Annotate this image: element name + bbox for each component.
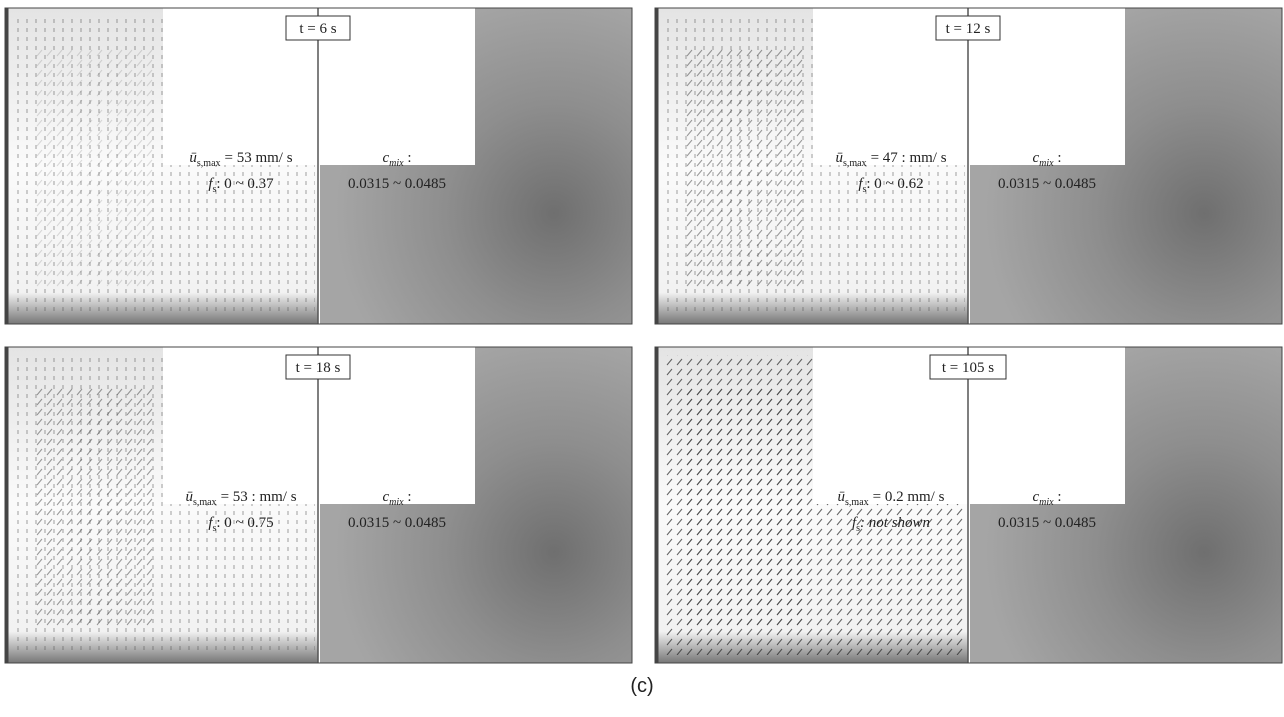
velocity-subscript: s,max [193,497,217,508]
panel: t = 12 sūs,max= 47 : mm/ sfs: 0 ~ 0.62cm… [655,8,1282,324]
c-colon: : [1054,150,1062,166]
caption: (c) [630,675,653,697]
velocity-symbol: ū [185,489,193,505]
c-colon: : [404,489,412,505]
c-subscript: mix [389,497,404,508]
time-label: t = 12 s [946,21,991,37]
concentration-range: 0.0315 ~ 0.0485 [348,176,446,192]
vector-core [685,48,805,288]
time-label: t = 6 s [299,21,336,37]
velocity-value: = 53 mm/ s [225,150,293,166]
vector-core [35,48,155,288]
fs-value: : 0 ~ 0.37 [216,176,274,192]
velocity-subscript: s,max [843,158,867,169]
velocity-symbol: ū [838,489,846,505]
velocity-symbol: ū [835,150,843,166]
velocity-value: = 53 : mm/ s [221,489,297,505]
c-subscript: mix [1039,158,1054,169]
vector-core [35,387,155,627]
c-subscript: mix [389,158,404,169]
concentration-range: 0.0315 ~ 0.0485 [348,515,446,531]
c-subscript: mix [1039,497,1054,508]
velocity-symbol: ū [189,150,197,166]
time-label: t = 105 s [942,360,994,376]
velocity-subscript: s,max [845,497,869,508]
figure: (c) t = 6 sūs,max= 53 mm/ sfs: 0 ~ 0.37c… [0,0,1284,717]
c-colon: : [404,150,412,166]
panel: t = 18 sūs,max= 53 : mm/ sfs: 0 ~ 0.75cm… [5,347,632,663]
concentration-range: 0.0315 ~ 0.0485 [998,176,1096,192]
c-colon: : [1054,489,1062,505]
fs-value: : not shown [860,515,930,531]
panel: t = 105 sūs,max= 0.2 mm/ sfs: not shownc… [655,347,1282,663]
fs-value: : 0 ~ 0.75 [216,515,273,531]
velocity-value: = 47 : mm/ s [871,150,947,166]
concentration-range: 0.0315 ~ 0.0485 [998,515,1096,531]
panel: t = 6 sūs,max= 53 mm/ sfs: 0 ~ 0.37cmix … [5,8,632,324]
fs-value: : 0 ~ 0.62 [866,176,923,192]
time-label: t = 18 s [296,360,341,376]
vector-core [685,387,805,627]
velocity-value: = 0.2 mm/ s [873,489,945,505]
velocity-subscript: s,max [197,158,221,169]
